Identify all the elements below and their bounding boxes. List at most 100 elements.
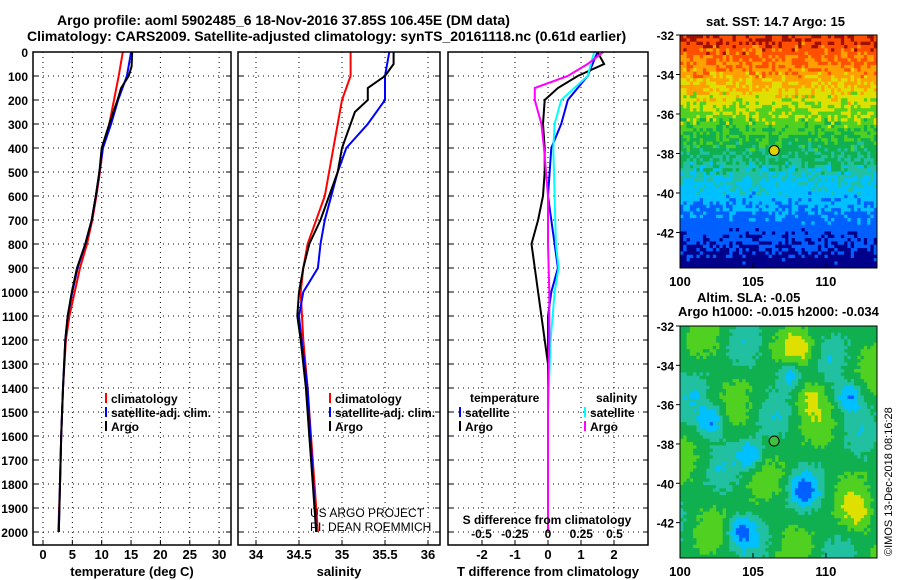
map-cell (680, 345, 684, 350)
map-cell (752, 144, 757, 149)
map-cell (850, 234, 855, 239)
map-cell (844, 141, 848, 146)
map-cell (804, 151, 809, 156)
map-cell (748, 54, 753, 59)
map-cell (725, 88, 730, 93)
map-cell (716, 224, 720, 229)
map-cell (680, 251, 684, 256)
map-cell (686, 448, 691, 453)
map-cell (748, 214, 753, 219)
map-cell (824, 48, 829, 53)
map-cell (811, 111, 816, 116)
map-cell (794, 91, 799, 96)
map-cell (693, 521, 697, 526)
map-cell (821, 178, 825, 182)
map-cell (837, 91, 842, 96)
map-cell (709, 124, 714, 129)
map-cell (821, 71, 825, 76)
map-cell (725, 98, 730, 103)
map-cell (860, 74, 865, 79)
map-cell (693, 241, 697, 246)
map-cell (689, 244, 694, 249)
map-cell (863, 101, 868, 106)
map-cell (854, 88, 858, 93)
map-cell (821, 211, 825, 216)
map-cell (699, 349, 704, 354)
map-cell (847, 188, 852, 192)
map-cell (801, 224, 806, 229)
map-cell (834, 74, 839, 79)
map-cell (680, 548, 684, 552)
map-cell (775, 35, 779, 39)
map-cell (739, 204, 743, 209)
map-cell (689, 231, 694, 236)
map-cell (758, 174, 763, 179)
map-cell (748, 74, 753, 79)
map-cell (689, 362, 694, 367)
map-cell (794, 94, 799, 99)
map-cell (857, 241, 862, 246)
map-cell (824, 201, 829, 206)
x-tick-label: 15 (124, 547, 138, 562)
map-cell (857, 84, 862, 89)
map-cell (870, 41, 875, 46)
map-cell (860, 214, 865, 219)
map-cell (742, 204, 747, 209)
map-cell (840, 214, 845, 219)
map-cell (696, 114, 701, 119)
map-cell (696, 131, 701, 136)
map-cell (706, 114, 711, 119)
map-cell (778, 174, 783, 179)
map-cell (804, 171, 809, 176)
map-cell (778, 138, 783, 143)
map-cell (683, 349, 688, 354)
map-cell (781, 98, 786, 103)
map-cell (837, 261, 842, 266)
map-cell (758, 198, 763, 202)
map-cell (719, 54, 724, 59)
map-cell (748, 184, 753, 189)
map-cell (821, 164, 825, 169)
map-cell (686, 405, 691, 410)
map-cell (702, 264, 707, 269)
map-cell (778, 74, 783, 79)
map-cell (680, 491, 684, 496)
map-cell (831, 134, 835, 139)
map-cell (821, 264, 825, 269)
map-cell (745, 128, 750, 133)
map-cell (808, 184, 812, 189)
map-cell (850, 51, 855, 56)
map-cell (854, 64, 858, 69)
map-cell (821, 251, 825, 256)
map-cell (831, 141, 835, 146)
map-cell (791, 81, 796, 86)
map-cell (762, 188, 766, 192)
map-cell (817, 148, 822, 152)
map-cell (742, 64, 747, 69)
map-cell (683, 251, 688, 256)
map-cell (725, 244, 730, 249)
map-cell (801, 48, 806, 53)
map-cell (689, 339, 694, 344)
map-cell (834, 224, 839, 229)
map-cell (798, 238, 802, 242)
map-cell (689, 428, 694, 433)
map-cell (860, 261, 865, 266)
map-cell (752, 178, 757, 182)
map-cell (722, 261, 727, 266)
map-cell (788, 161, 793, 166)
map-cell (824, 164, 829, 169)
map-cell (689, 198, 694, 202)
map-cell (755, 44, 760, 49)
map-cell (732, 94, 737, 99)
map-cell (696, 511, 701, 516)
map-cell (860, 161, 865, 166)
map-cell (798, 128, 802, 133)
map-cell (840, 68, 845, 73)
map-cell (781, 161, 786, 166)
map-cell (689, 461, 694, 466)
map-cell (870, 141, 875, 146)
map-cell (716, 131, 720, 136)
map-cell (745, 194, 750, 199)
map-cell (752, 35, 757, 39)
